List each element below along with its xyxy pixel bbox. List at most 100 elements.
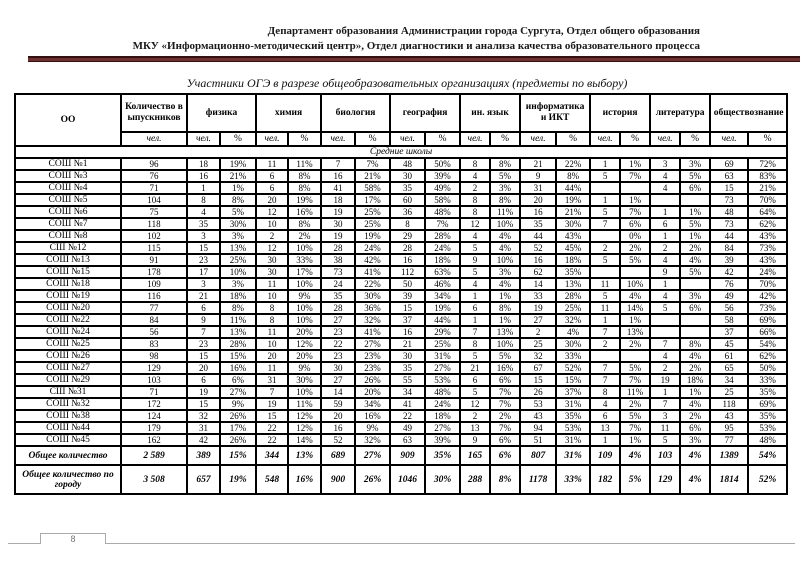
data-cell: 7% xyxy=(490,422,521,434)
table-row: СОШ №15 178 17 10% 30 17% 73 41% 112 63% 5 3% 62 35% 9… xyxy=(15,266,788,278)
data-cell: 41 xyxy=(390,398,426,410)
data-cell: 4% xyxy=(620,290,651,302)
data-cell: 53% xyxy=(425,374,461,386)
total-data-cell: 1814 xyxy=(710,465,749,494)
table-row: СОШ №44 179 31 17% 22 12% 16 9% 49 27% 13 7% 94 53% 13… xyxy=(15,422,788,434)
data-cell: 10% xyxy=(490,338,521,350)
data-cell: 2 xyxy=(650,362,681,374)
total-data-cell: 16% xyxy=(288,465,322,494)
data-cell: 30 xyxy=(390,350,426,362)
data-cell: 12 xyxy=(256,206,289,218)
school-name-cell: СОШ №5 xyxy=(15,194,121,206)
data-cell: 3 xyxy=(187,230,220,242)
data-cell: 23 xyxy=(187,254,220,266)
data-cell xyxy=(620,350,651,362)
data-cell: 22 xyxy=(256,434,289,446)
unit-header-percent-1: % xyxy=(288,132,322,146)
data-cell: 15 xyxy=(710,182,749,194)
data-cell: 24% xyxy=(425,398,461,410)
data-cell: 37 xyxy=(710,326,749,338)
data-cell: 13% xyxy=(220,242,257,254)
data-cell: 30% xyxy=(288,374,322,386)
total-data-cell: 13% xyxy=(288,446,322,465)
unit-header-people-2: чел. xyxy=(321,132,356,146)
data-cell: 112 xyxy=(390,266,426,278)
data-cell: 1% xyxy=(490,290,521,302)
school-name-cell: СОШ №24 xyxy=(15,326,121,338)
data-cell: 49 xyxy=(390,422,426,434)
data-cell: 42% xyxy=(748,290,788,302)
total-data-cell: 4% xyxy=(680,465,711,494)
data-cell: 17% xyxy=(288,266,322,278)
data-cell: 1% xyxy=(680,386,711,398)
data-cell: 25% xyxy=(425,338,461,350)
data-cell: 3% xyxy=(680,290,711,302)
data-cell: 36 xyxy=(390,206,426,218)
data-cell: 6 xyxy=(590,410,621,422)
data-cell: 62 xyxy=(520,266,557,278)
unit-header-percent-5: % xyxy=(556,132,591,146)
data-cell: 3% xyxy=(220,230,257,242)
data-cell: 2 xyxy=(590,242,621,254)
unit-header-people-5: чел. xyxy=(520,132,557,146)
data-cell: 5% xyxy=(220,206,257,218)
data-cell: 9 xyxy=(460,434,491,446)
data-cell: 8 xyxy=(460,158,491,170)
data-cell: 1% xyxy=(620,314,651,326)
data-cell: 39% xyxy=(425,434,461,446)
data-cell: 30 xyxy=(256,254,289,266)
data-cell: 1 xyxy=(590,194,621,206)
data-cell: 2% xyxy=(288,230,322,242)
data-cell: 2% xyxy=(680,242,711,254)
total-data-cell: 30% xyxy=(425,465,461,494)
data-cell: 25% xyxy=(355,206,391,218)
data-cell: 7 xyxy=(590,326,621,338)
data-cell: 1% xyxy=(620,194,651,206)
data-cell: 16 xyxy=(520,206,557,218)
data-cell: 49 xyxy=(710,290,749,302)
column-header-subject-5: информатика и ИКТ xyxy=(520,94,591,132)
total-data-cell: 548 xyxy=(256,465,289,494)
total-data-cell: 288 xyxy=(460,465,491,494)
data-cell: 8% xyxy=(288,182,322,194)
graduates-cell: 115 xyxy=(121,242,187,254)
data-cell: 5 xyxy=(460,266,491,278)
data-cell: 32 xyxy=(520,350,557,362)
unit-header-people-3: чел. xyxy=(390,132,426,146)
data-cell: 6% xyxy=(490,434,521,446)
total-data-cell: 26% xyxy=(355,465,391,494)
data-cell: 21 xyxy=(460,362,491,374)
school-name-cell: СОШ №7 xyxy=(15,218,121,230)
data-cell: 24% xyxy=(748,266,788,278)
data-cell: 3% xyxy=(220,278,257,290)
unit-header-people-7: чел. xyxy=(650,132,681,146)
total-data-cell: 103 xyxy=(650,446,681,465)
data-cell: 19 xyxy=(650,374,681,386)
table-row: СОШ №22 84 9 11% 8 10% 27 32% 37 44% 1 1% 27 32% 1 1% 58… xyxy=(15,314,788,326)
data-cell: 25% xyxy=(220,254,257,266)
data-cell: 2% xyxy=(620,242,651,254)
data-cell: 49% xyxy=(425,182,461,194)
data-cell: 16% xyxy=(220,362,257,374)
data-cell: 5 xyxy=(460,242,491,254)
data-cell: 2% xyxy=(490,410,521,422)
data-cell: 62% xyxy=(748,218,788,230)
total-name-cell: Общее количество по городу xyxy=(15,465,121,494)
data-cell: 39% xyxy=(425,170,461,182)
data-cell: 20 xyxy=(256,194,289,206)
table-row: СОШ №3 76 16 21% 6 8% 16 21% 30 39% 4 5% 9 8% 5 7% 4 5% 63… xyxy=(15,170,788,182)
data-cell: 18 xyxy=(187,158,220,170)
data-cell: 4 xyxy=(650,170,681,182)
data-cell: 22% xyxy=(355,278,391,290)
data-cell: 18% xyxy=(425,254,461,266)
total-data-cell: 33% xyxy=(556,465,591,494)
data-cell: 27 xyxy=(520,314,557,326)
data-cell: 44 xyxy=(710,230,749,242)
school-name-cell: СОШ №25 xyxy=(15,338,121,350)
data-cell: 77 xyxy=(710,434,749,446)
school-name-cell: СОШ №26 xyxy=(15,350,121,362)
school-name-cell: СОШ №6 xyxy=(15,206,121,218)
school-name-cell: СШ №12 xyxy=(15,242,121,254)
total-data-cell: 52% xyxy=(748,465,788,494)
data-cell: 26% xyxy=(220,410,257,422)
